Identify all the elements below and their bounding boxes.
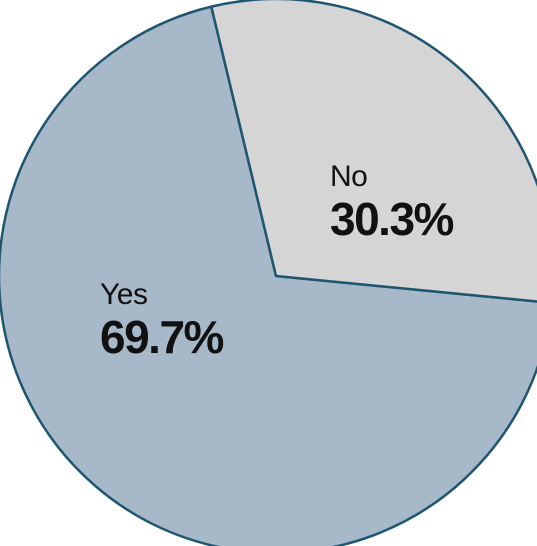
slice-label-no: No 30.3% xyxy=(330,160,454,245)
pie-slice-yes xyxy=(0,5,537,546)
slice-name-no: No xyxy=(330,160,368,193)
slice-name-yes: Yes xyxy=(100,278,148,311)
slice-value-no: 30.3% xyxy=(330,193,454,245)
pie-slice-no xyxy=(210,0,537,303)
slice-label-yes: Yes 69.7% xyxy=(100,278,224,363)
slice-value-yes: 69.7% xyxy=(100,311,224,363)
